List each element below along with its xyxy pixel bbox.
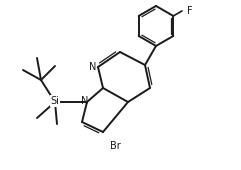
Text: F: F [187, 6, 193, 16]
Text: Si: Si [51, 96, 60, 106]
Text: N: N [89, 62, 96, 72]
Text: N: N [81, 96, 88, 106]
Text: Br: Br [110, 141, 121, 151]
